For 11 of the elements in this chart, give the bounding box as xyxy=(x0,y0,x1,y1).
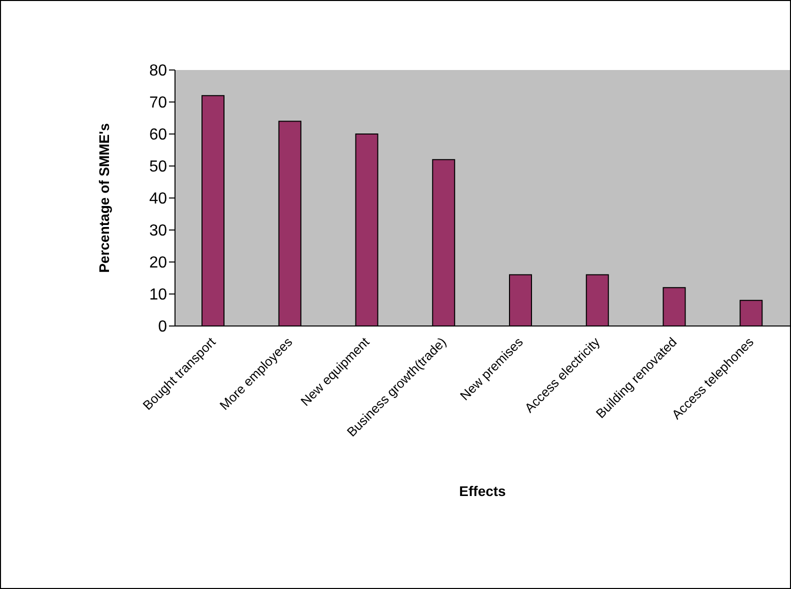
y-tick-label: 20 xyxy=(149,254,168,272)
y-tick-label: 70 xyxy=(149,94,168,112)
y-tick-label: 50 xyxy=(149,158,168,176)
y-tick-label: 30 xyxy=(149,222,168,240)
y-tick-label: 80 xyxy=(149,62,168,80)
x-axis-title: Effects xyxy=(459,483,506,499)
y-axis-title: Percentage of SMME's xyxy=(96,122,112,273)
y-tick-label: 0 xyxy=(158,318,168,336)
y-tick-label: 40 xyxy=(149,190,168,208)
y-tick-label: 60 xyxy=(149,126,168,144)
y-tick-label: 10 xyxy=(149,286,168,304)
